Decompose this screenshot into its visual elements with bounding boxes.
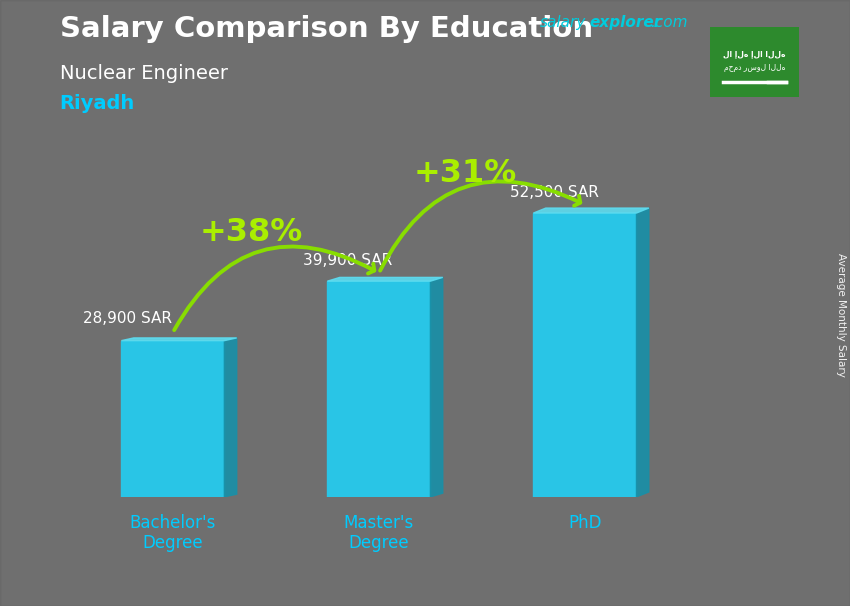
Text: محمد رسول الله: محمد رسول الله xyxy=(723,63,785,72)
Text: +38%: +38% xyxy=(200,217,303,248)
Polygon shape xyxy=(327,278,443,281)
Text: Average Monthly Salary: Average Monthly Salary xyxy=(836,253,846,377)
Polygon shape xyxy=(534,208,649,213)
Text: 39,900 SAR: 39,900 SAR xyxy=(303,253,393,268)
Text: .com: .com xyxy=(650,15,688,30)
Polygon shape xyxy=(122,338,236,341)
Text: 52,500 SAR: 52,500 SAR xyxy=(510,184,598,199)
Text: لا إله إلا الله: لا إله إلا الله xyxy=(723,49,785,58)
Bar xyxy=(122,341,224,497)
Text: Nuclear Engineer: Nuclear Engineer xyxy=(60,64,228,82)
Text: explorer: explorer xyxy=(589,15,661,30)
Text: Salary Comparison By Education: Salary Comparison By Education xyxy=(60,15,592,43)
Text: +31%: +31% xyxy=(414,158,517,188)
Bar xyxy=(327,281,430,497)
Text: salary: salary xyxy=(540,15,586,30)
Text: Riyadh: Riyadh xyxy=(60,94,135,113)
Polygon shape xyxy=(637,208,649,497)
Polygon shape xyxy=(430,278,443,497)
Bar xyxy=(534,213,637,497)
Text: 28,900 SAR: 28,900 SAR xyxy=(83,310,172,325)
Polygon shape xyxy=(224,338,236,497)
